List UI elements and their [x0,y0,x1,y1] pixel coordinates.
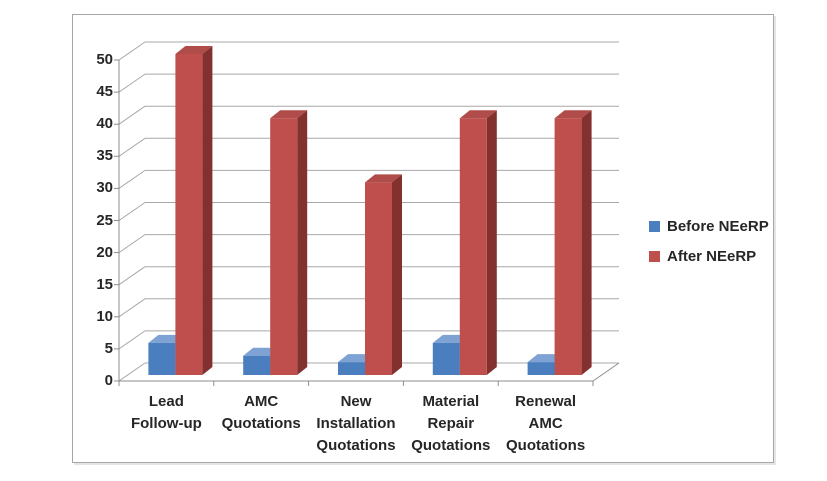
legend-swatch-before-neerp-icon [649,220,660,232]
x-axis-label-line: AMC [244,393,279,410]
legend: Before NEeRP After NEeRP [649,218,769,278]
legend-swatch-after-neerp-icon [649,250,660,262]
y-axis-label: 25 [96,211,113,229]
x-axis-label-line: AMC [528,415,563,432]
x-axis-label-line: Quotations [506,437,586,454]
x-axis-label: New Installation Quotations [291,391,421,457]
bar-after-neerp [175,46,213,375]
y-axis-label: 30 [96,179,113,197]
bars [148,46,592,375]
chart-frame: Before NEeRP After NEeRP 0 5 10 15 20 25 30 35 4… [72,14,774,463]
x-axis-label-line: Material [422,393,480,410]
y-axis-label: 40 [96,115,113,133]
x-axis-label-line: Follow-up [130,415,202,432]
x-axis-label-line: Quotations [316,437,396,454]
bar-after-neerp [459,110,497,375]
x-axis-label: Renewal AMC Quotations [481,391,611,457]
x-axis-label-line: Lead [148,393,184,410]
legend-label-before-neerp: Before NEeRP [667,217,769,235]
y-axis-label: 15 [96,275,113,293]
bar-after-neerp [554,110,592,375]
bar-after-neerp [365,174,402,375]
y-axis-label: 45 [96,83,113,101]
legend-label-after-neerp: After NEeRP [667,247,757,265]
x-axis-label: Material Repair Quotations [386,391,516,457]
y-axis-label: 20 [96,243,113,261]
x-axis-label-line: Renewal [515,393,577,410]
y-axis-label: 35 [96,147,113,165]
y-axis-label: 0 [104,372,113,389]
bar-after-neerp [270,110,308,375]
y-axis-label: 5 [104,339,113,357]
legend-item-after-neerp: After NEeRP [649,247,769,265]
x-axis-label-line: Quotations [411,437,491,454]
y-axis-label: 10 [96,307,113,325]
y-axis-label: 50 [96,51,113,68]
chart-plot [114,41,620,386]
legend-item-before-neerp: Before NEeRP [649,217,769,235]
x-axis-label-line: Quotations [221,415,301,432]
x-axis-label-line: New [340,393,372,410]
x-axis-label: Lead Follow-up [101,391,231,435]
x-axis-label-line: Repair [427,415,475,432]
x-axis-label-line: Installation [316,415,396,432]
axes [118,60,620,386]
x-axis-label: AMC Quotations [196,391,326,435]
